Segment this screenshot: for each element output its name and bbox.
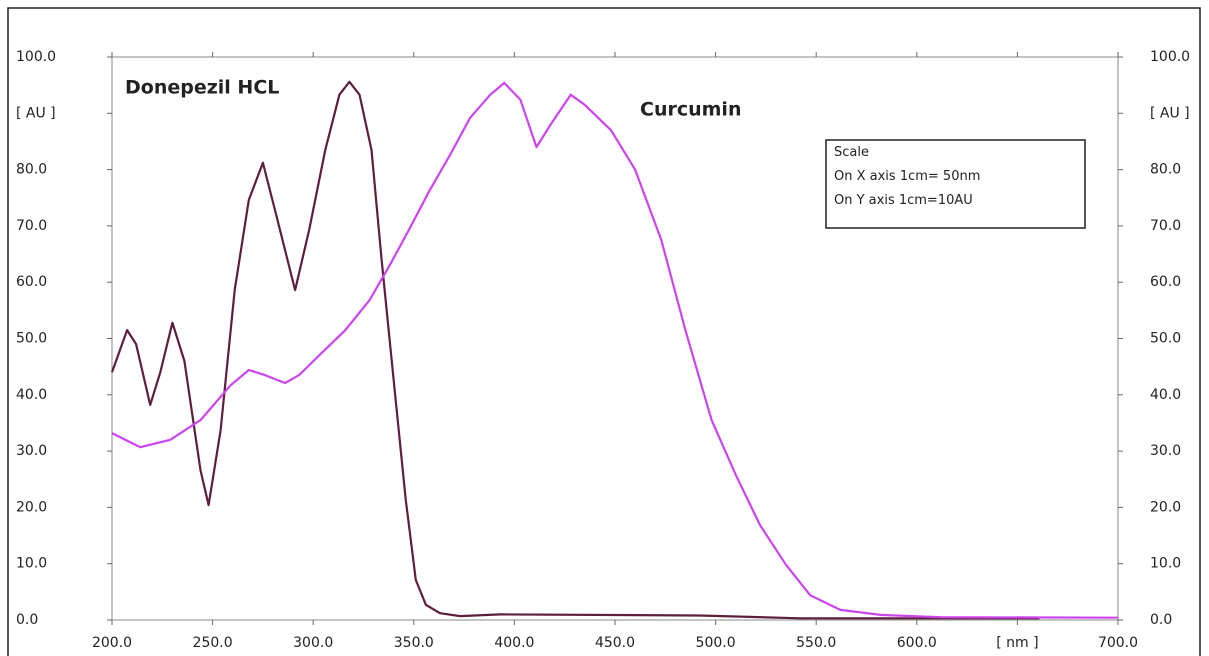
x-tick-label: 200.0 [92, 635, 132, 651]
y2-tick-label: 60.0 [1150, 274, 1181, 290]
y-tick-label: 100.0 [16, 49, 56, 65]
y-tick-label: 20.0 [16, 499, 47, 515]
y2-tick-label: [ AU ] [1150, 105, 1190, 121]
y2-tick-label: 0.0 [1150, 612, 1172, 628]
x-tick-label: 600.0 [897, 635, 937, 651]
y-tick-label: 70.0 [16, 218, 47, 234]
x-tick-label: 300.0 [293, 635, 333, 651]
y2-tick-label: 20.0 [1150, 499, 1181, 515]
y-tick-label: 50.0 [16, 331, 47, 347]
y2-tick-label: 30.0 [1150, 443, 1181, 459]
series-annotation: Donepezil HCL [125, 77, 279, 99]
x-tick-label: 500.0 [696, 635, 736, 651]
y-tick-label: 10.0 [16, 556, 47, 572]
y2-tick-label: 50.0 [1150, 331, 1181, 347]
y2-tick-label: 40.0 [1150, 387, 1181, 403]
outer-frame [7, 7, 1201, 656]
scale-note: On Y axis 1cm=10AU [834, 193, 973, 208]
x-tick-label: 450.0 [595, 635, 635, 651]
scale-note: Scale [834, 145, 869, 160]
y-tick-label: 40.0 [16, 387, 47, 403]
scale-box [825, 139, 1086, 229]
x-tick-label: 250.0 [193, 635, 233, 651]
x-tick-label: 550.0 [796, 635, 836, 651]
series-annotation: Curcumin [640, 99, 741, 121]
y-tick-label: 0.0 [16, 612, 38, 628]
y-tick-label: [ AU ] [16, 105, 56, 121]
y2-tick-label: 100.0 [1150, 49, 1190, 65]
series-line [111, 81, 1119, 619]
y2-tick-label: 10.0 [1150, 556, 1181, 572]
x-tick-label: 400.0 [494, 635, 534, 651]
y-tick-label: 60.0 [16, 274, 47, 290]
y-tick-label: 30.0 [16, 443, 47, 459]
x-tick-label: [ nm ] [996, 635, 1038, 651]
y2-tick-label: 70.0 [1150, 218, 1181, 234]
series-line [110, 80, 1040, 620]
scale-note: On X axis 1cm= 50nm [834, 169, 980, 184]
x-tick-label: 700.0 [1098, 635, 1138, 651]
y2-tick-label: 80.0 [1150, 162, 1181, 178]
y-tick-label: 80.0 [16, 162, 47, 178]
x-tick-label: 350.0 [394, 635, 434, 651]
